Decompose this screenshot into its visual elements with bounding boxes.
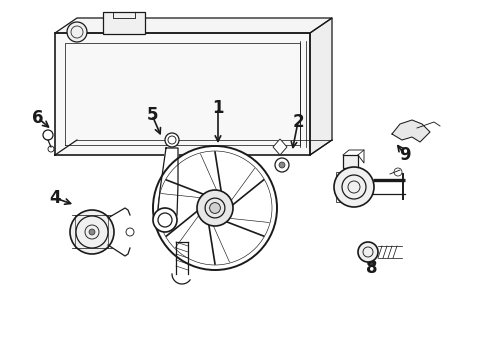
Polygon shape xyxy=(310,18,332,155)
Circle shape xyxy=(210,203,220,213)
Circle shape xyxy=(70,210,114,254)
Text: 1: 1 xyxy=(212,99,224,117)
Polygon shape xyxy=(392,120,430,142)
Polygon shape xyxy=(273,139,287,155)
Circle shape xyxy=(153,146,277,270)
Text: 8: 8 xyxy=(366,259,378,277)
Polygon shape xyxy=(157,148,178,225)
Circle shape xyxy=(358,242,378,262)
Polygon shape xyxy=(55,33,310,155)
Text: 3: 3 xyxy=(176,239,188,257)
Circle shape xyxy=(275,158,289,172)
Bar xyxy=(103,12,145,34)
Circle shape xyxy=(334,167,374,207)
Bar xyxy=(336,172,343,202)
Circle shape xyxy=(279,162,285,168)
Circle shape xyxy=(197,190,233,226)
Text: 6: 6 xyxy=(32,109,44,127)
Text: 2: 2 xyxy=(292,113,304,131)
Circle shape xyxy=(153,208,177,232)
Circle shape xyxy=(89,229,95,235)
Bar xyxy=(343,155,358,168)
Text: 9: 9 xyxy=(399,146,411,164)
Polygon shape xyxy=(55,18,332,33)
Text: 7: 7 xyxy=(346,179,358,197)
Circle shape xyxy=(43,130,53,140)
Text: 5: 5 xyxy=(146,106,158,124)
Text: 4: 4 xyxy=(49,189,61,207)
Circle shape xyxy=(165,133,179,147)
Circle shape xyxy=(67,22,87,42)
